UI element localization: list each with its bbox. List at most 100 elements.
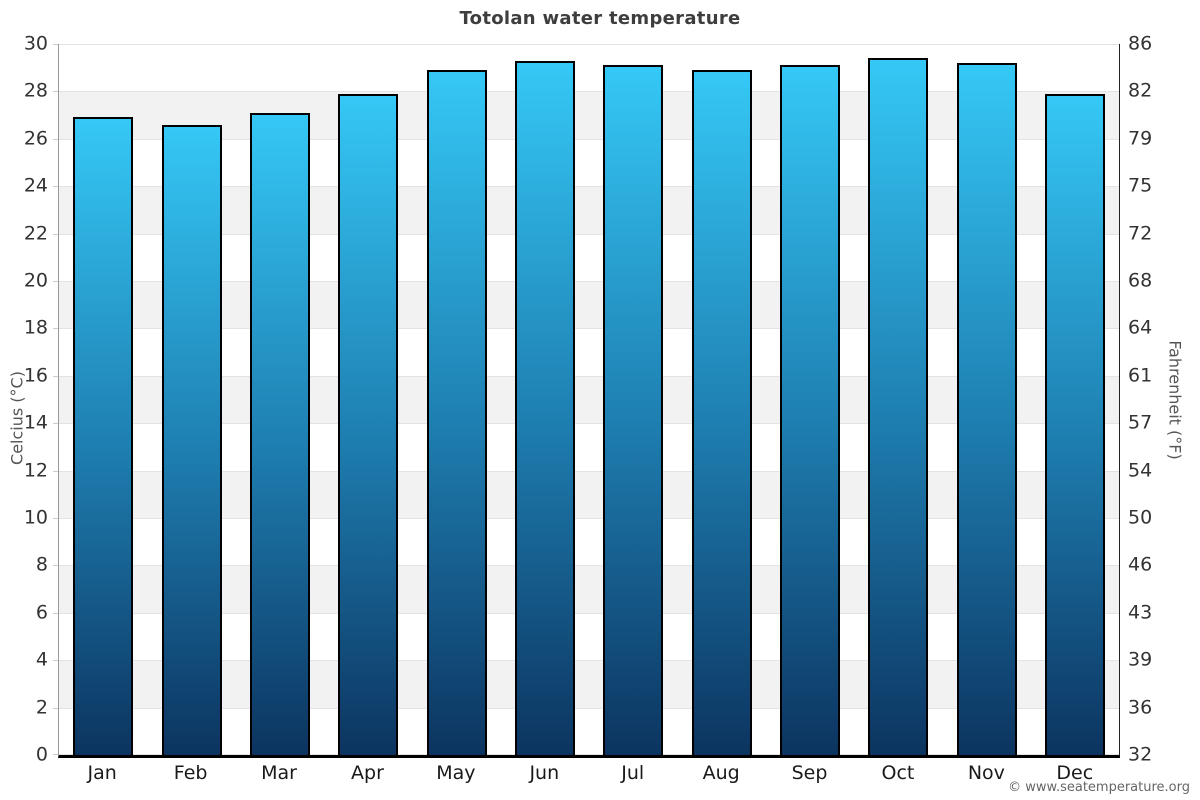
gridline: [59, 328, 1119, 330]
chart-title: Totolan water temperature: [459, 8, 741, 29]
celsius-tick-label: 2: [35, 696, 48, 719]
background-band: [59, 186, 1119, 234]
celsius-tick-label: 16: [23, 364, 48, 387]
axis-tick-mark: [53, 44, 58, 45]
fahrenheit-tick-label: 61: [1128, 364, 1153, 387]
bar-jun: [514, 60, 575, 755]
gridline: [59, 44, 1119, 45]
bar-oct: [868, 58, 929, 755]
gridline: [59, 517, 1119, 519]
fahrenheit-tick-label: 43: [1128, 601, 1153, 624]
x-axis-month-labels: Jan Feb Mar Apr May Jun Jul Aug Sep Oct Nov Dec: [58, 760, 1119, 788]
gridline: [59, 375, 1119, 377]
axis-tick-mark: [53, 280, 58, 282]
bar-apr: [338, 93, 399, 755]
month-label-dec: Dec: [1056, 762, 1094, 784]
fahrenheit-tick-label: 39: [1128, 648, 1153, 671]
fahrenheit-tick-label: 36: [1128, 696, 1153, 719]
background-band: [59, 375, 1119, 424]
background-band: [59, 281, 1119, 329]
bar-dec: [1044, 93, 1105, 755]
background-band: [59, 565, 1119, 613]
bar-sep: [779, 65, 840, 755]
month-label-aug: Aug: [702, 762, 740, 784]
celsius-tick-label: 24: [23, 174, 48, 197]
bar-mar: [249, 112, 310, 755]
celsius-tick-label: 26: [23, 127, 48, 150]
axis-tick-mark: [53, 612, 58, 614]
axis-tick-mark: [53, 186, 58, 188]
month-label-mar: Mar: [261, 762, 297, 784]
celsius-tick-label: 6: [35, 601, 48, 624]
axis-tick-mark: [53, 91, 58, 93]
fahrenheit-tick-label: 57: [1128, 411, 1153, 434]
celsius-tick-label: 28: [23, 79, 48, 102]
bar-may: [426, 70, 487, 755]
axis-tick-mark: [53, 138, 58, 140]
gridline: [59, 470, 1119, 472]
month-label-feb: Feb: [173, 762, 208, 784]
fahrenheit-tick-label: 68: [1128, 269, 1153, 292]
axis-tick-mark: [53, 565, 58, 567]
month-label-may: May: [436, 762, 476, 784]
axis-tick-mark: [53, 470, 58, 472]
bar-jul: [603, 65, 664, 755]
fahrenheit-tick-label: 79: [1128, 127, 1153, 150]
celsius-tick-label: 30: [23, 32, 48, 55]
gridline: [59, 660, 1119, 662]
gridline: [59, 565, 1119, 567]
bar-feb: [161, 124, 222, 755]
y-axis-ticks-fahrenheit: 86 82 79 75 72 68 64 61 57 54 50 46 43 39 36 32: [1128, 33, 1188, 766]
month-label-jul: Jul: [621, 762, 645, 784]
gridline: [59, 233, 1119, 235]
fahrenheit-tick-label: 64: [1128, 316, 1153, 339]
axis-tick-mark: [53, 423, 58, 425]
month-label-oct: Oct: [881, 762, 915, 784]
fahrenheit-tick-label: 32: [1128, 743, 1153, 766]
celsius-tick-label: 8: [35, 553, 48, 576]
fahrenheit-tick-label: 82: [1128, 79, 1153, 102]
copyright-link[interactable]: © www.seatemperature.org: [1008, 780, 1190, 795]
celsius-tick-label: 22: [23, 222, 48, 245]
fahrenheit-tick-label: 72: [1128, 222, 1153, 245]
gridline: [59, 91, 1119, 93]
gridline: [59, 612, 1119, 614]
month-label-sep: Sep: [791, 762, 828, 784]
celsius-tick-label: 4: [35, 648, 48, 671]
month-label-jan: Jan: [87, 762, 117, 784]
celsius-tick-label: 12: [23, 459, 48, 482]
axis-tick-mark: [53, 707, 58, 709]
background-band: [59, 660, 1119, 708]
month-label-nov: Nov: [967, 762, 1005, 784]
axis-tick-mark: [53, 517, 58, 519]
month-label-apr: Apr: [351, 762, 384, 784]
fahrenheit-tick-label: 46: [1128, 553, 1153, 576]
bar-jan: [73, 117, 134, 755]
celsius-tick-label: 14: [23, 411, 48, 434]
bar-nov: [956, 62, 1017, 755]
fahrenheit-tick-label: 86: [1128, 32, 1153, 55]
gridline: [59, 754, 1119, 755]
axis-tick-mark: [53, 328, 58, 330]
fahrenheit-tick-label: 54: [1128, 459, 1153, 482]
celsius-tick-label: 20: [23, 269, 48, 292]
background-band: [59, 470, 1119, 518]
month-label-jun: Jun: [529, 762, 560, 784]
gridline: [59, 707, 1119, 709]
plot-area: [53, 44, 1120, 758]
gridline: [59, 423, 1119, 425]
gridline: [59, 186, 1119, 188]
gridline: [59, 280, 1119, 282]
fahrenheit-tick-label: 50: [1128, 506, 1153, 529]
axis-tick-mark: [53, 233, 58, 235]
axis-tick-mark: [53, 375, 58, 377]
y-axis-ticks-celsius: 30 28 26 24 22 20 18 16 14 12 10 8 6 4 2 0: [0, 33, 48, 766]
axis-tick-mark: [53, 754, 58, 755]
celsius-tick-label: 10: [23, 506, 48, 529]
background-band: [59, 91, 1119, 139]
bar-aug: [691, 70, 752, 755]
axis-tick-mark: [53, 660, 58, 662]
celsius-tick-label: 18: [23, 316, 48, 339]
fahrenheit-tick-label: 75: [1128, 174, 1153, 197]
